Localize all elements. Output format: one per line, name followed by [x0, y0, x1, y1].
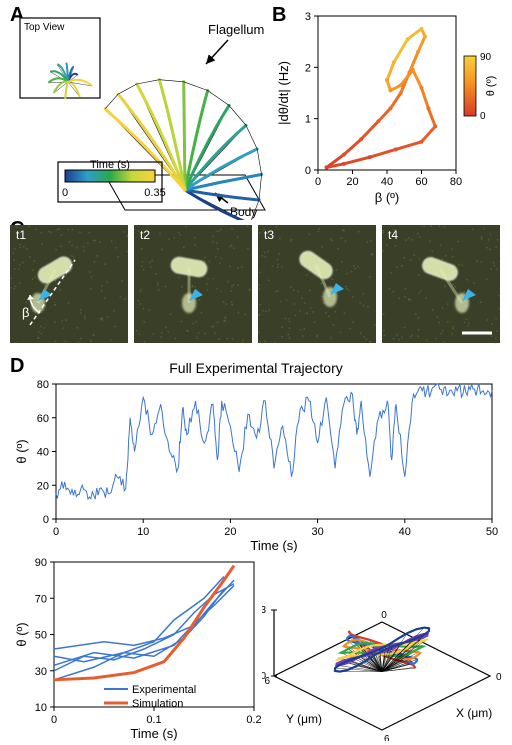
svg-text:0: 0 [43, 514, 49, 526]
svg-text:Experimental: Experimental [132, 684, 196, 696]
panel-d1-chart: 0 10 20 30 40 50 0 20 40 60 80 Time (s) θ (º) [12, 378, 502, 553]
svg-text:2: 2 [305, 62, 311, 74]
svg-text:0.1: 0.1 [146, 714, 161, 726]
svg-text:Flagellum: Flagellum [208, 22, 264, 37]
svg-text:10: 10 [35, 702, 47, 714]
svg-text:θ (º): θ (º) [485, 76, 497, 97]
svg-text:10: 10 [137, 526, 149, 538]
svg-text:50: 50 [486, 526, 498, 538]
svg-text:40: 40 [37, 447, 49, 459]
svg-text:90: 90 [480, 52, 492, 63]
svg-text:3: 3 [305, 11, 311, 23]
svg-text:t1: t1 [16, 228, 26, 242]
svg-text:0.2: 0.2 [246, 714, 261, 726]
svg-text:θ (º): θ (º) [14, 622, 29, 646]
svg-text:0: 0 [381, 610, 387, 621]
svg-text:0: 0 [496, 672, 502, 683]
svg-text:Time (s): Time (s) [90, 159, 130, 171]
svg-text:Y (μm): Y (μm) [286, 712, 322, 726]
svg-text:40: 40 [381, 176, 393, 188]
svg-text:3: 3 [262, 605, 266, 616]
svg-text:Time (s): Time (s) [250, 538, 297, 553]
svg-text:1: 1 [305, 114, 311, 126]
svg-text:θ (º): θ (º) [14, 439, 29, 463]
svg-text:t2: t2 [140, 228, 150, 242]
svg-text:60: 60 [415, 176, 427, 188]
svg-text:0: 0 [480, 111, 486, 122]
svg-text:20: 20 [224, 526, 236, 538]
svg-text:Simulation: Simulation [132, 698, 183, 710]
svg-text:6: 6 [264, 676, 270, 687]
svg-text:80: 80 [37, 379, 49, 391]
svg-text:0: 0 [305, 165, 311, 177]
svg-text:50: 50 [35, 630, 47, 642]
svg-text:20: 20 [346, 176, 358, 188]
svg-text:β (º): β (º) [375, 190, 400, 205]
svg-text:30: 30 [35, 666, 47, 678]
panel-a-figure: BodyFlagellum00.35Time (s)Top View [10, 10, 270, 220]
svg-text:β: β [22, 305, 29, 320]
panel-d2-chart: 0 0.1 0.2 10 30 50 70 90 Time (s) θ (º) Experiment… [12, 556, 262, 741]
svg-text:70: 70 [35, 593, 47, 605]
svg-text:t4: t4 [388, 228, 398, 242]
svg-text:Top View: Top View [24, 22, 65, 33]
svg-text:0: 0 [51, 714, 57, 726]
svg-text:|dθ/dt| (Hz): |dθ/dt| (Hz) [276, 61, 291, 125]
svg-text:0: 0 [53, 526, 59, 538]
svg-text:Time (s): Time (s) [130, 726, 177, 741]
svg-text:30: 30 [311, 526, 323, 538]
svg-text:0.35: 0.35 [144, 187, 165, 199]
svg-text:0: 0 [315, 176, 321, 188]
svg-text:90: 90 [35, 557, 47, 569]
svg-text:6: 6 [384, 734, 390, 741]
svg-text:20: 20 [37, 480, 49, 492]
svg-text:X (μm): X (μm) [456, 706, 492, 720]
svg-text:t3: t3 [264, 228, 274, 242]
svg-text:0: 0 [62, 187, 68, 199]
svg-text:80: 80 [450, 176, 462, 188]
svg-text:60: 60 [37, 413, 49, 425]
panel-c-images: t1 β t2 t3 t4 [10, 225, 502, 350]
panel-b-chart: 0 20 40 60 80 0 1 2 3 β (º) |dθ/dt| (Hz) 90 0 θ (º) [276, 6, 506, 206]
panel-d3-3d: 30Z (μm)06X (μm)6Y (μm)0 [262, 556, 502, 741]
svg-text:40: 40 [399, 526, 411, 538]
panel-d-title: Full Experimental Trajectory [0, 360, 512, 376]
